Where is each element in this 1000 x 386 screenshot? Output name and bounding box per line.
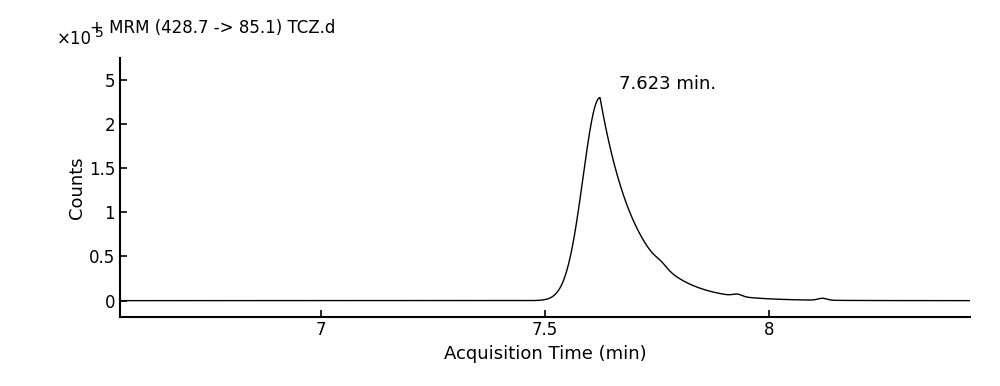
Y-axis label: Counts: Counts: [68, 156, 86, 218]
Text: 5: 5: [94, 26, 103, 40]
X-axis label: Acquisition Time (min): Acquisition Time (min): [444, 345, 646, 363]
Text: ×10: ×10: [56, 30, 91, 47]
Text: + MRM (428.7 -> 85.1) TCZ.d: + MRM (428.7 -> 85.1) TCZ.d: [90, 19, 335, 37]
Text: 7.623 min.: 7.623 min.: [619, 75, 716, 93]
